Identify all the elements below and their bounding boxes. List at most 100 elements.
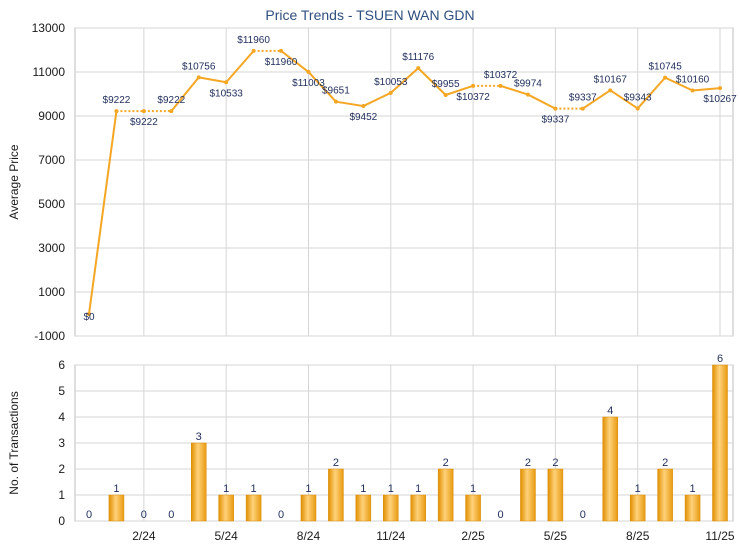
price-data-label: $10053 [374, 77, 408, 88]
transaction-count-label: 2 [443, 457, 449, 469]
transaction-count-label: 1 [388, 483, 394, 495]
price-data-label: $9222 [157, 95, 185, 106]
transaction-count-label: 1 [635, 483, 641, 495]
price-point [306, 69, 311, 74]
transaction-bar [437, 468, 454, 522]
price-data-label: $10372 [456, 92, 490, 103]
price-line-segment [88, 110, 118, 315]
transaction-count-label: 2 [662, 457, 668, 469]
transactions-bars [108, 364, 728, 522]
price-data-label: $10533 [209, 88, 243, 99]
price-point [251, 48, 256, 53]
transactions-y-ticks: 0 1 2 3 4 5 6 [58, 358, 65, 528]
transaction-bar [355, 494, 372, 522]
transactions-x-ticks: 2/24 5/24 8/24 11/24 2/25 5/25 8/25 11/25 [132, 529, 735, 543]
transaction-count-label: 0 [278, 509, 284, 521]
price-y-tick: 11000 [33, 65, 66, 79]
price-y-ticks: -1000 1000 3000 5000 7000 9000 11000 13000 [32, 21, 66, 343]
price-data-label: $9222 [130, 117, 158, 128]
price-line-segment [692, 87, 721, 92]
transaction-bar [520, 468, 536, 522]
price-data-label: $11960 [237, 35, 270, 46]
price-y-tick: 13000 [32, 21, 66, 35]
price-point [87, 312, 91, 316]
transaction-count-label: 3 [196, 431, 202, 443]
price-y-tick: 7000 [38, 153, 65, 167]
transactions-x-tick: 2/25 [461, 529, 485, 543]
price-point [416, 66, 421, 71]
transactions-y-tick: 5 [58, 384, 65, 398]
price-point [169, 109, 174, 114]
transaction-bar [383, 494, 399, 522]
transaction-bar [712, 364, 728, 522]
chart-title: Price Trends - TSUEN WAN GDN [265, 7, 474, 23]
price-data-label: $9452 [349, 112, 377, 123]
transaction-count-label: 4 [607, 405, 613, 417]
transaction-count-label: 2 [333, 457, 339, 469]
price-line-segment [335, 100, 364, 108]
transaction-count-label: 0 [168, 509, 174, 521]
price-data-label: $10745 [648, 62, 682, 73]
price-point [224, 80, 229, 85]
price-series [87, 48, 722, 316]
transactions-x-tick: 2/24 [132, 529, 156, 543]
price-y-tick: 3000 [38, 241, 65, 255]
price-data-label: $11176 [402, 52, 434, 63]
price-point [388, 90, 393, 95]
price-point [114, 109, 119, 114]
transactions-y-tick: 6 [58, 358, 65, 372]
price-line-segment [198, 76, 227, 84]
price-line-segment [582, 89, 611, 110]
price-point [443, 92, 448, 97]
price-point [196, 75, 201, 80]
price-data-label: $10756 [182, 61, 216, 72]
transaction-count-label: 1 [113, 483, 119, 495]
price-point [525, 92, 530, 97]
transaction-bar [602, 416, 619, 522]
transaction-count-label: 2 [552, 457, 558, 469]
transactions-y-tick: 0 [58, 514, 65, 528]
transaction-count-label: 6 [717, 353, 723, 365]
price-point [690, 88, 695, 93]
transaction-bar [108, 494, 125, 522]
price-data-label: $10372 [484, 70, 518, 81]
price-line-segment [500, 84, 529, 96]
transaction-bar [300, 494, 317, 522]
price-line-segment [390, 67, 419, 94]
transactions-y-tick: 1 [58, 488, 65, 502]
price-line-segment [170, 76, 200, 112]
transactions-x-tick: 11/24 [376, 529, 405, 543]
price-point [471, 83, 476, 88]
transaction-bar [410, 494, 426, 522]
price-data-label: $9974 [514, 79, 542, 90]
transaction-bar [684, 494, 701, 522]
transactions-x-tick: 11/25 [705, 529, 734, 543]
transactions-axis-title: No. of Transactions [7, 391, 21, 494]
transactions-labels: 0 1 0 0 3 1 1 0 1 2 1 1 1 2 1 0 2 2 0 4 1 2 1 6 [86, 353, 723, 521]
transaction-bar [328, 468, 344, 522]
transaction-count-label: 1 [223, 483, 229, 495]
price-y-tick: -1000 [34, 329, 65, 343]
transactions-x-tick: 5/24 [214, 529, 238, 543]
price-data-label: $11003 [292, 78, 325, 89]
transactions-grid [75, 364, 733, 522]
transaction-bar [657, 468, 673, 522]
transactions-y-tick: 3 [58, 436, 65, 450]
transaction-count-label: 0 [580, 509, 586, 521]
price-data-label: $10160 [676, 74, 710, 85]
price-y-tick: 9000 [38, 109, 65, 123]
transaction-count-label: 0 [86, 509, 92, 521]
price-data-label: $9222 [103, 95, 131, 106]
price-line-segment [307, 71, 337, 103]
price-point [635, 106, 640, 111]
transactions-x-tick: 8/25 [626, 529, 650, 543]
transactions-x-tick: 8/24 [297, 529, 321, 543]
transaction-bar [547, 468, 564, 522]
price-data-label: $9337 [569, 93, 597, 104]
price-panel: -1000 1000 3000 5000 7000 9000 11000 13000 $0 $9… [7, 21, 737, 343]
price-point [141, 109, 146, 114]
price-line-segment [362, 91, 392, 107]
price-point [553, 106, 558, 111]
transaction-count-label: 1 [690, 483, 696, 495]
transaction-bar [190, 442, 207, 522]
